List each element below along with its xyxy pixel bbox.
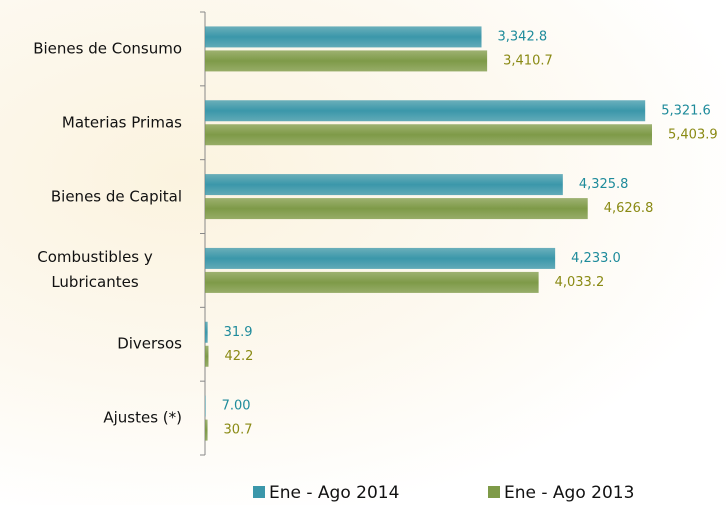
category-label: Materias Primas [61, 113, 182, 132]
value-label: 4,626.8 [604, 201, 654, 216]
category-label: Bienes de Capital [50, 187, 182, 206]
bar [205, 271, 539, 293]
value-label: 5,403.9 [668, 127, 718, 142]
bar [205, 124, 652, 146]
category-label: Ajustes (*) [103, 408, 182, 427]
category-label: Diversos [117, 334, 182, 353]
bar [205, 26, 482, 48]
bar [205, 198, 588, 220]
value-label: 30.7 [224, 423, 253, 438]
bar [205, 345, 209, 367]
bar [205, 321, 208, 343]
bar [205, 174, 563, 196]
value-label: 7.00 [222, 399, 251, 414]
value-label: 4,033.2 [555, 275, 605, 290]
bar [205, 419, 208, 441]
legend-label: Ene - Ago 2013 [504, 483, 634, 503]
category-label: Bienes de Consumo [33, 39, 182, 58]
value-label: 5,321.6 [661, 103, 711, 118]
value-label: 3,410.7 [503, 53, 553, 68]
value-label: 4,233.0 [571, 251, 621, 266]
value-label: 31.9 [224, 325, 253, 340]
bar [205, 395, 206, 417]
bar [205, 100, 646, 122]
value-label: 42.2 [224, 349, 253, 364]
category-label: Combustibles y Lubricantes [37, 248, 153, 292]
bar [205, 247, 556, 269]
value-label: 3,342.8 [498, 29, 548, 44]
bar [205, 50, 488, 72]
legend-swatch [253, 486, 265, 498]
legend-label: Ene - Ago 2014 [269, 483, 399, 503]
value-label: 4,325.8 [579, 177, 629, 192]
legend-swatch [488, 486, 500, 498]
